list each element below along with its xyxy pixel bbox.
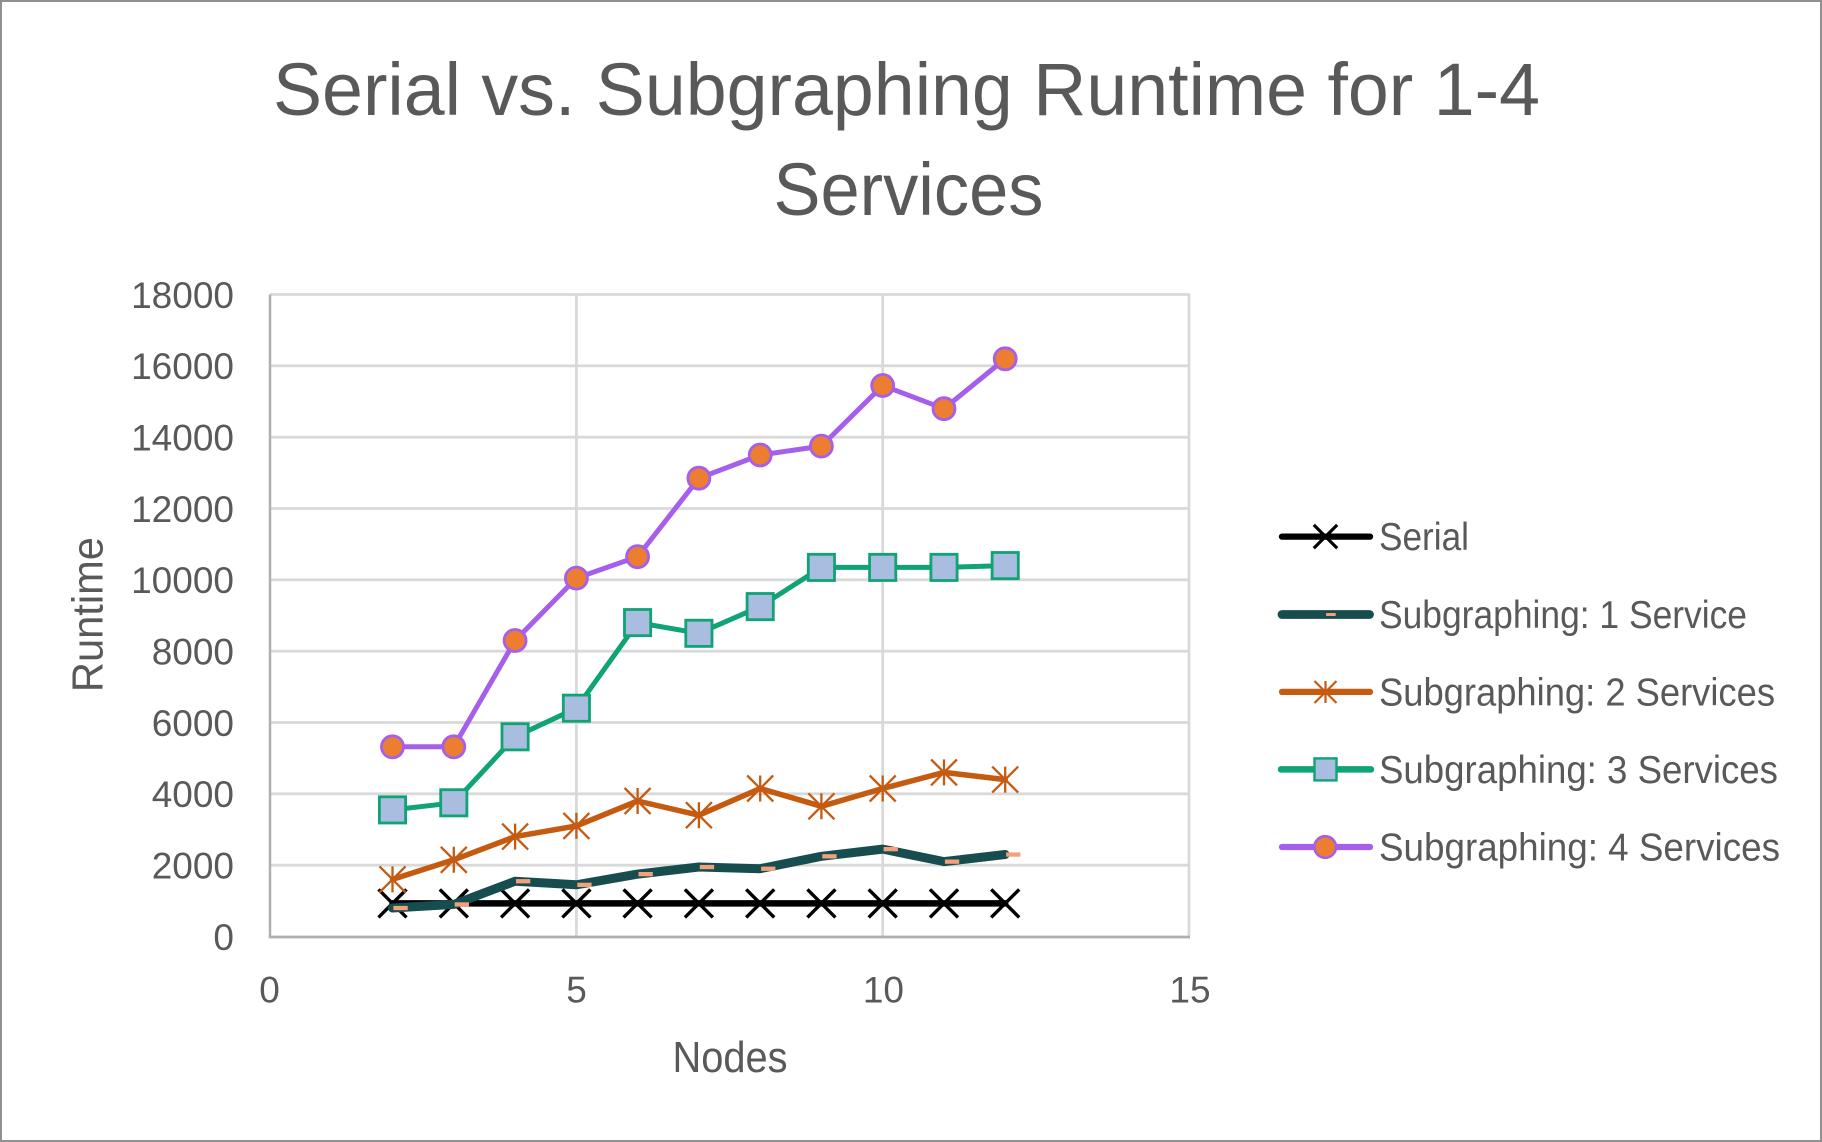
svg-text:16000: 16000 [131,346,234,387]
svg-text:Services: Services [774,148,1044,231]
svg-text:Subgraphing: 4 Services: Subgraphing: 4 Services [1379,826,1780,869]
svg-text:Runtime: Runtime [64,537,113,692]
svg-text:Subgraphing: 3 Services: Subgraphing: 3 Services [1379,749,1778,792]
svg-text:10000: 10000 [131,560,234,601]
svg-text:12000: 12000 [131,489,234,530]
svg-text:0: 0 [259,970,280,1011]
svg-text:10: 10 [863,970,904,1011]
svg-text:5: 5 [566,970,587,1011]
svg-text:Subgraphing: 2 Services: Subgraphing: 2 Services [1379,671,1775,714]
svg-text:Serial vs. Subgraphing Runtime: Serial vs. Subgraphing Runtime for 1-4 [273,48,1540,131]
svg-text:Nodes: Nodes [673,1033,788,1082]
svg-text:14000: 14000 [131,418,234,459]
svg-text:18000: 18000 [131,275,234,316]
svg-text:Subgraphing: 1 Service: Subgraphing: 1 Service [1379,594,1747,637]
svg-text:4000: 4000 [152,774,234,815]
svg-text:15: 15 [1169,970,1210,1011]
svg-text:2000: 2000 [152,846,234,887]
svg-text:6000: 6000 [152,703,234,744]
svg-text:0: 0 [213,917,234,958]
svg-text:8000: 8000 [152,632,234,673]
svg-text:Serial: Serial [1379,516,1469,559]
